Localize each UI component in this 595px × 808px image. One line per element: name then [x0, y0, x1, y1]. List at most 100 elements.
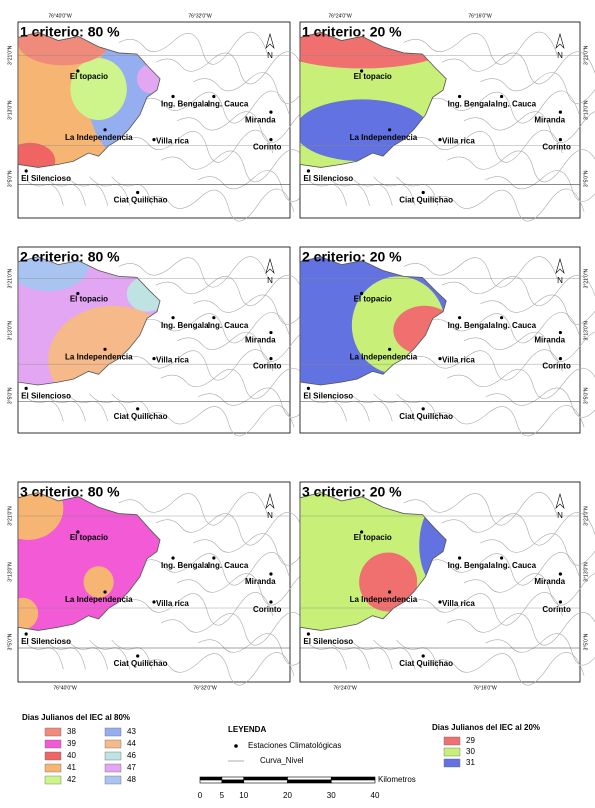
latitude-label: 3°21'0"N	[7, 45, 13, 65]
station-dot	[500, 556, 504, 560]
latitude-label: 3°21'0"N	[7, 506, 13, 526]
legend-label: 30	[466, 747, 475, 756]
contour-line	[480, 72, 595, 104]
longitude-label: 76°32'0"W	[193, 685, 217, 691]
contour-line	[403, 256, 558, 288]
legend-station-dot	[234, 744, 238, 748]
longitude-label: 76°40'0"W	[48, 13, 72, 19]
place-label: Ing. Bengala	[161, 100, 209, 109]
contour-line	[111, 176, 153, 206]
contour-line	[447, 149, 595, 183]
contour-line	[123, 129, 274, 163]
station-dot	[212, 556, 216, 560]
contour-line	[67, 639, 108, 670]
legend-title: Dias Julianos del IEC al 20%	[432, 723, 540, 732]
scale-segment	[287, 779, 332, 784]
contour-line	[485, 387, 595, 418]
place-label: El topacio	[70, 295, 108, 304]
scale-tick-label: 30	[327, 791, 336, 800]
north-label: N	[557, 511, 563, 520]
station-dot	[136, 407, 140, 411]
contour-line	[44, 639, 86, 670]
scale-segment	[221, 776, 245, 781]
region-outline	[17, 256, 161, 386]
station-dot	[360, 69, 364, 73]
place-label: Ciat Quilichao	[399, 196, 453, 205]
station-dot	[269, 110, 273, 114]
place-label: Miranda	[245, 336, 276, 345]
contour-line	[403, 491, 558, 526]
legend-label: 44	[127, 739, 136, 748]
north-arrow	[265, 492, 275, 510]
contour-line	[430, 651, 585, 686]
place-label: Corinto	[253, 362, 282, 371]
place-label: Corinto	[542, 362, 571, 371]
contour-line	[155, 51, 306, 85]
place-label: El Silencioso	[21, 391, 71, 400]
place-label: Villa rica	[156, 599, 189, 608]
zone	[18, 492, 64, 540]
place-label: Miranda	[245, 577, 276, 586]
contour-line	[155, 511, 306, 546]
contour-line	[447, 367, 595, 400]
latitude-label: 3°21'0"N	[583, 45, 589, 65]
legend-label: 40	[67, 751, 76, 760]
place-label: La Independencia	[350, 133, 418, 142]
place-label: Ing. Bengala	[161, 561, 209, 570]
station-dot	[438, 138, 442, 142]
legend-label: 38	[67, 727, 76, 736]
station-dot	[306, 386, 310, 390]
station-dot	[103, 128, 107, 132]
contour-line	[327, 639, 370, 670]
panel-title: 2 criterio: 20 %	[302, 249, 402, 265]
station-dot	[421, 407, 425, 411]
place-label: La Independencia	[65, 595, 133, 604]
contour-line	[304, 176, 347, 206]
station-dot	[458, 94, 462, 99]
contour-line	[118, 491, 269, 526]
legend-swatch	[104, 751, 122, 761]
scale-tick-label: 10	[239, 791, 248, 800]
place-label: Miranda	[534, 577, 565, 586]
latitude-label: 3°5'0"N	[7, 633, 13, 650]
station-dot	[438, 357, 442, 361]
place-label: La Independencia	[350, 595, 418, 604]
station-dot	[212, 94, 216, 99]
contour-line	[177, 571, 327, 606]
station-dot	[458, 556, 462, 560]
legend-swatch	[44, 763, 62, 773]
contour-line	[67, 176, 108, 206]
contour-line	[463, 111, 595, 144]
station-dot	[103, 590, 107, 594]
map-panel: 3 criterio: 20 % N El topacio Ing. Bengala I…	[299, 481, 595, 686]
place-label: Villa rica	[156, 137, 189, 146]
station-dot	[152, 600, 156, 604]
station-dot	[24, 386, 28, 390]
contour-line	[177, 110, 327, 144]
scale-tick-label: 0	[198, 791, 203, 800]
panel-title: 3 criterio: 20 %	[302, 484, 402, 500]
panel-title: 3 criterio: 80 %	[20, 484, 120, 500]
place-label: Villa rica	[442, 137, 475, 146]
contour-line	[327, 176, 370, 206]
map-panel: 1 criterio: 80 % N El topacio Ing. Bengala I…	[7, 21, 348, 222]
legend-label: 31	[466, 758, 475, 767]
place-label: El Silencioso	[303, 637, 353, 646]
station-dot	[269, 330, 273, 335]
place-label: Corinto	[253, 605, 282, 614]
scale-unit: Kilometros	[378, 775, 416, 784]
scale-segment	[330, 776, 376, 781]
place-label: Corinto	[542, 143, 571, 152]
north-label: N	[267, 51, 273, 60]
legend-swatch	[443, 736, 461, 746]
contour-line	[408, 349, 563, 381]
scale-segment	[330, 779, 376, 784]
zone	[359, 552, 418, 612]
contour-line	[144, 651, 295, 686]
map-panel: 2 criterio: 20 % N El topacio Ing. Bengala I…	[299, 246, 595, 437]
zone	[18, 597, 39, 630]
legend-swatch	[44, 727, 62, 737]
station-dot	[558, 600, 563, 604]
station-dot	[558, 110, 563, 114]
contour-line	[144, 188, 295, 222]
